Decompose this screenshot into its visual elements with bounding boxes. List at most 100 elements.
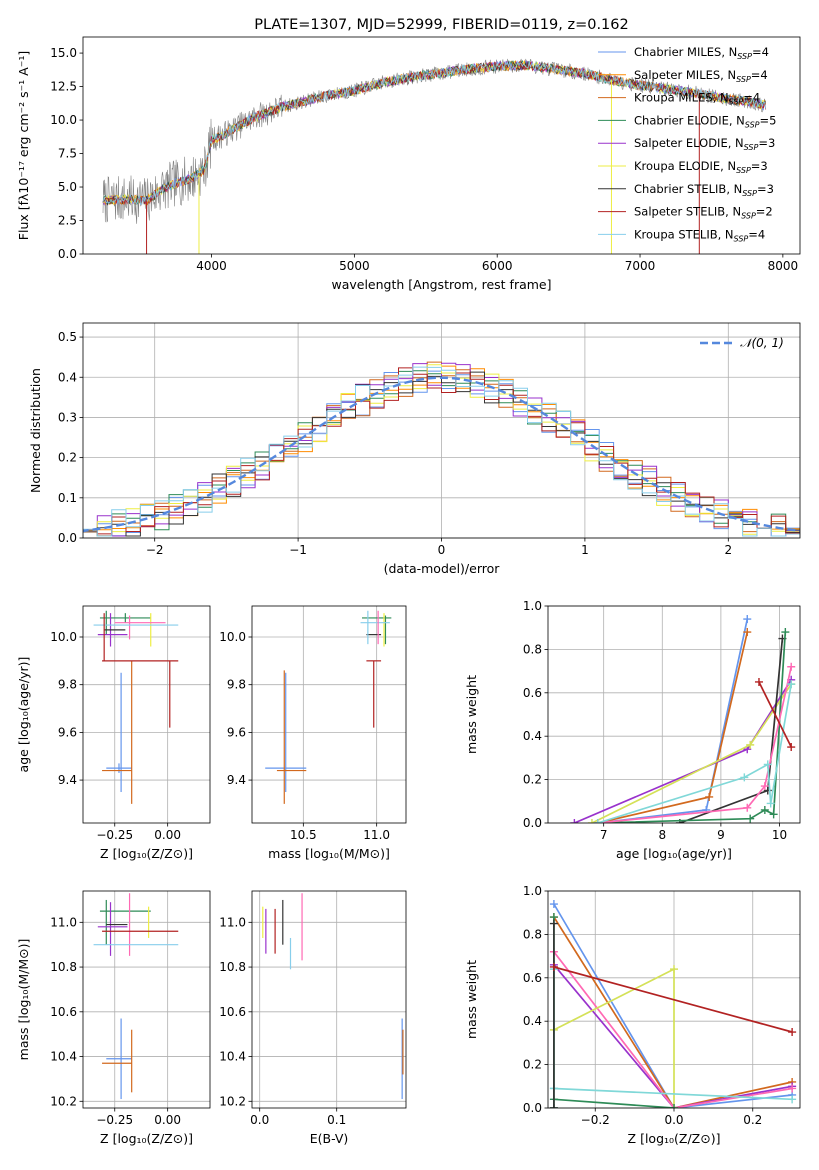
x-tick-label: 0.1 <box>327 1113 346 1127</box>
x-tick-label: 11.0 <box>363 828 390 842</box>
plot-area <box>570 615 796 823</box>
x-tick-label: −2 <box>146 543 164 557</box>
legend: Chabrier MILES, NSSP=4 Salpeter MILES, NS… <box>598 45 776 243</box>
legend-entry: Kroupa STELIB, NSSP=4 <box>634 227 765 243</box>
x-tick-label: 0.00 <box>154 828 181 842</box>
x-tick-label: 2 <box>724 543 732 557</box>
x-tick-label: 0 <box>438 543 446 557</box>
y-tick-label: 10.6 <box>219 1005 246 1019</box>
y-tick-label: 9.4 <box>227 773 246 787</box>
series-marker <box>787 662 796 671</box>
x-axis-label: wavelength [Angstrom, rest frame] <box>331 277 551 292</box>
y-tick-label: 15.0 <box>50 46 77 60</box>
legend-entry: Salpeter MILES, NSSP=4 <box>634 68 768 84</box>
y-tick-label: 10.0 <box>50 630 77 644</box>
y-tick-label: 0.6 <box>523 686 542 700</box>
model-spectrum <box>102 60 767 205</box>
series-line <box>553 966 793 1033</box>
y-tick-label: 0.2 <box>523 773 542 787</box>
y-tick-label: 0.4 <box>58 370 77 384</box>
y-tick-label: 7.5 <box>58 147 77 161</box>
y-tick-label: 0.0 <box>523 816 542 830</box>
axes-frame <box>82 36 801 255</box>
plot-area <box>93 610 179 804</box>
y-axis-label: age [log₁₀(age/yr)] <box>16 657 31 773</box>
series-line <box>758 681 792 748</box>
y-tick-label: 0.0 <box>58 247 77 261</box>
panel-mass-vs-ebv: 0.0 0.1 10.2 10.4 10.6 10.8 11.0 E(B-V) <box>219 890 407 1146</box>
plot-area <box>83 361 800 538</box>
x-tick-label: 9 <box>717 828 725 842</box>
y-tick-label: 1.0 <box>523 884 542 898</box>
y-tick-label: 1.0 <box>523 599 542 613</box>
series-marker <box>788 1028 797 1037</box>
y-tick-label: 5.0 <box>58 180 77 194</box>
series-marker <box>549 962 558 971</box>
panel-mass-vs-metallicity: −0.25 0.00 10.2 10.4 10.6 10.8 11.0 Z [log₁₀(Z/… <box>16 890 211 1146</box>
series-line <box>597 631 749 823</box>
y-tick-label: 0.8 <box>523 927 542 941</box>
y-tick-label: 0.5 <box>58 330 77 344</box>
x-tick-label: 10 <box>772 828 787 842</box>
series-marker <box>787 680 796 689</box>
y-tick-label: 0.4 <box>523 1014 542 1028</box>
series-line <box>597 683 793 823</box>
x-axis-label: Z [log₁₀(Z/Z⊙)] <box>100 846 193 861</box>
x-tick-label: 0.0 <box>250 1113 269 1127</box>
y-tick-label: 9.4 <box>58 773 77 787</box>
y-axis-label: mass weight <box>464 675 479 754</box>
x-tick-label: 4000 <box>196 259 227 273</box>
y-tick-label: 0.0 <box>58 531 77 545</box>
y-tick-label: 0.6 <box>523 971 542 985</box>
x-tick-label: −0.25 <box>96 828 133 842</box>
series-marker <box>743 803 752 812</box>
series-marker <box>670 965 678 974</box>
axes-frame <box>82 605 211 824</box>
series-marker <box>746 740 755 749</box>
x-axis-label: Z [log₁₀(Z/Z⊙)] <box>100 1131 193 1146</box>
legend-entry: Kroupa MILES, NSSP=4 <box>634 91 760 107</box>
x-tick-label: 1 <box>581 543 589 557</box>
series-line <box>574 679 792 823</box>
plot-area <box>102 58 767 254</box>
series-marker <box>763 760 772 769</box>
x-tick-label: 7 <box>600 828 608 842</box>
series-marker <box>705 792 714 801</box>
series-marker <box>743 615 752 624</box>
x-tick-label: 0.0 <box>664 1113 683 1127</box>
x-tick-label: 5000 <box>339 259 370 273</box>
y-axis-label: Normed distribution <box>28 368 43 493</box>
x-tick-label: 0.2 <box>743 1113 762 1127</box>
series-line <box>553 916 793 1108</box>
legend-entry: Chabrier STELIB, NSSP=3 <box>634 182 774 198</box>
series-marker <box>754 677 763 686</box>
y-tick-label: 11.0 <box>50 915 77 929</box>
plot-area <box>262 893 404 1100</box>
legend-entry: Kroupa ELODIE, NSSP=3 <box>634 159 768 175</box>
y-tick-label: 0.0 <box>523 1101 542 1115</box>
plot-area <box>549 900 797 1108</box>
axes-frame <box>251 890 407 1109</box>
series-marker <box>787 743 796 752</box>
axes-frame <box>82 890 211 1109</box>
y-axis-label: mass [log₁₀(M/M⊙)] <box>16 939 31 1061</box>
series-marker <box>760 782 769 791</box>
series-marker <box>549 919 558 928</box>
y-axis-label: mass weight <box>464 960 479 1039</box>
y-tick-label: 2.5 <box>58 214 77 228</box>
plot-area <box>265 610 392 804</box>
y-tick-label: 10.0 <box>50 113 77 127</box>
y-tick-label: 9.8 <box>227 678 246 692</box>
series-marker <box>743 628 752 637</box>
y-tick-label: 0.1 <box>58 491 77 505</box>
y-tick-label: 9.8 <box>58 678 77 692</box>
series-line <box>553 903 793 1108</box>
legend-entry: Salpeter ELODIE, NSSP=3 <box>634 136 775 152</box>
series-line <box>597 666 793 823</box>
legend-entry: Chabrier MILES, NSSP=4 <box>634 45 769 61</box>
y-tick-label: 12.5 <box>50 80 77 94</box>
series-marker <box>769 810 778 819</box>
series-marker <box>570 819 579 823</box>
chart-title: PLATE=1307, MJD=52999, FIBERID=0119, z=0… <box>254 17 628 33</box>
